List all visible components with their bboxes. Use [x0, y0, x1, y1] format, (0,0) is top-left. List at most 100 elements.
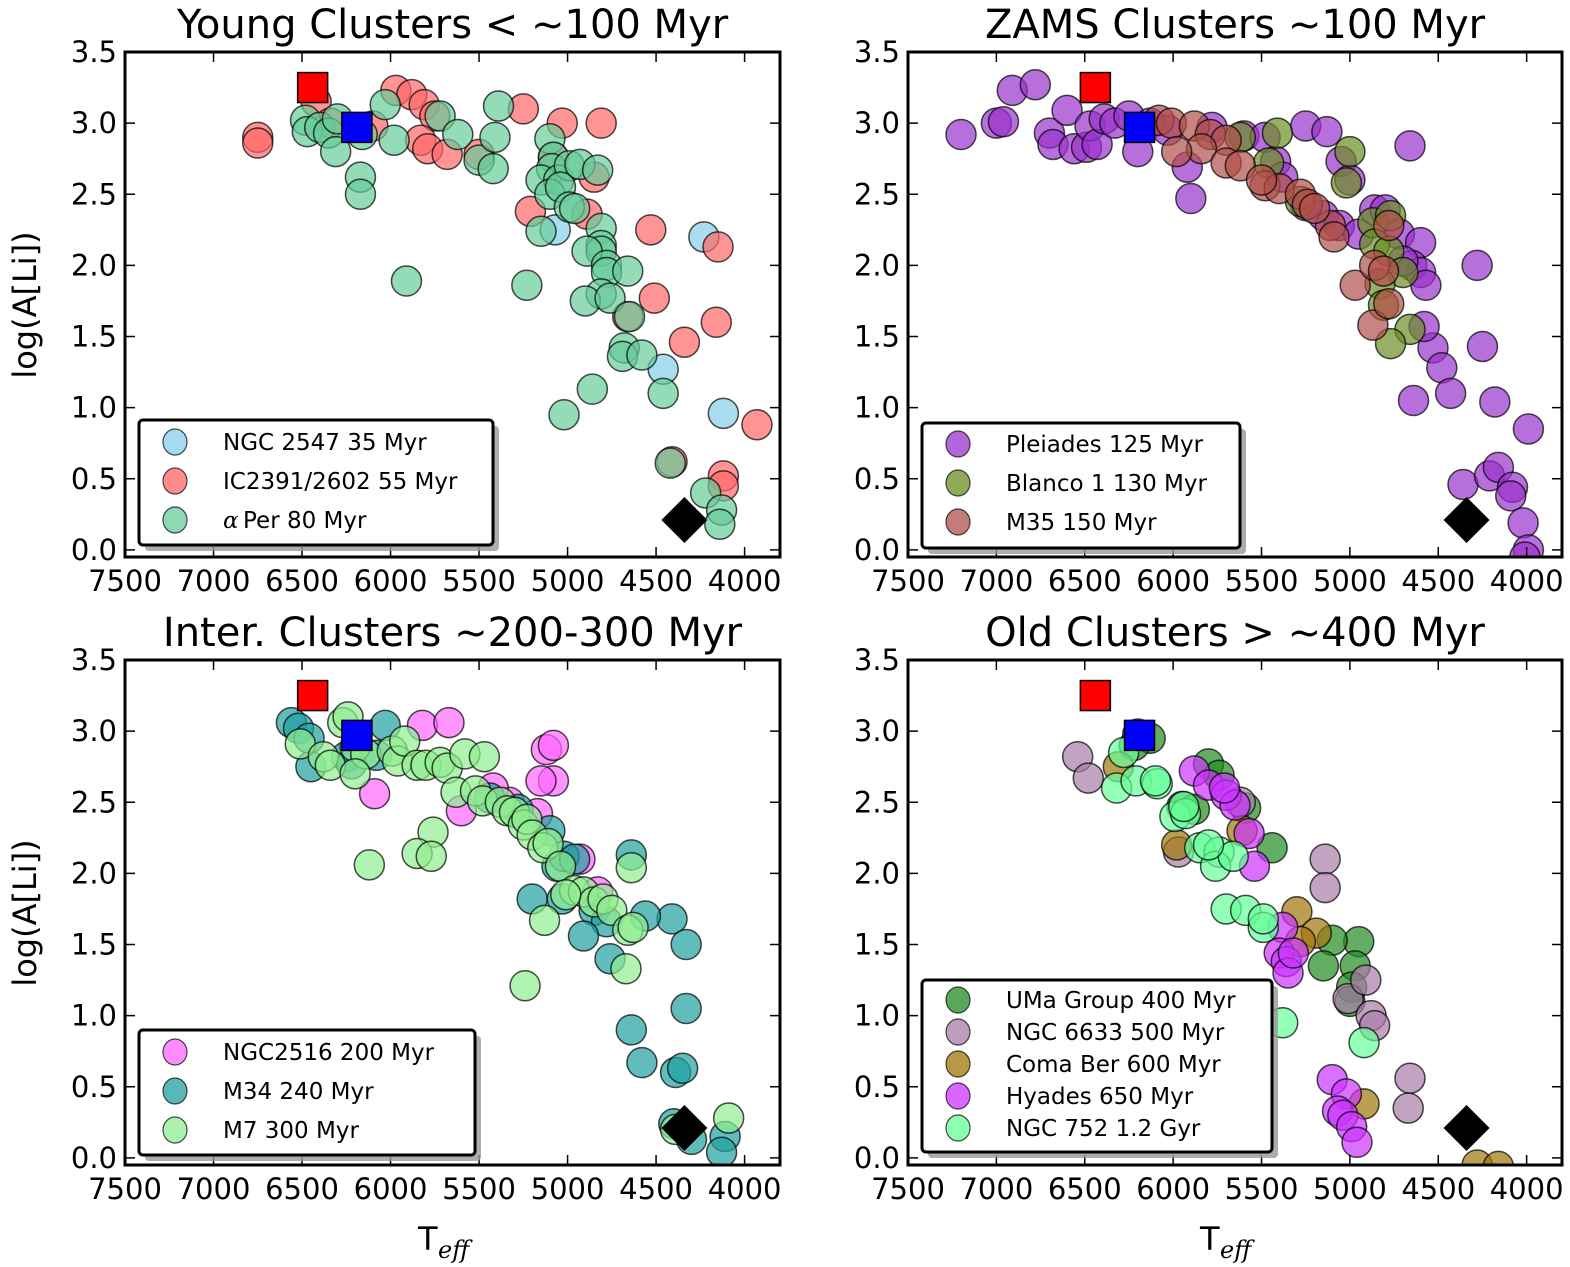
y-tick-label: 1.5 — [854, 928, 900, 962]
legend-marker — [162, 428, 188, 456]
data-point — [1051, 94, 1083, 127]
data-point — [1392, 1092, 1424, 1124]
blue-square-marker — [1123, 111, 1156, 144]
x-tick-label: 7500 — [871, 1172, 945, 1206]
data-point — [369, 88, 401, 121]
y-tick-label: 3.5 — [854, 643, 900, 677]
x-tick-label: 7000 — [959, 564, 1033, 598]
legend-box — [920, 421, 1242, 550]
legend-label: NGC 752 1.2 Gyr — [1006, 1116, 1201, 1142]
data-point — [581, 154, 614, 186]
legend-marker — [945, 508, 971, 536]
data-point — [525, 215, 557, 247]
series — [1100, 736, 1380, 1059]
data-point — [390, 265, 423, 297]
data-point — [1447, 468, 1479, 501]
data-point — [1307, 950, 1340, 982]
data-point — [1373, 288, 1405, 320]
x-tick-label: 5000 — [531, 1172, 605, 1206]
legend-marker — [945, 1114, 971, 1142]
data-point — [626, 339, 658, 371]
data-point — [319, 135, 352, 168]
data-point — [1367, 255, 1400, 287]
blue-square-marker — [341, 111, 373, 144]
legend-item: UMa Group 400 Myr — [945, 986, 1236, 1014]
data-point — [1309, 843, 1341, 875]
chart-title: Old Clusters > ~400 Myr — [985, 610, 1485, 656]
data-point — [615, 1014, 648, 1046]
data-point — [1298, 192, 1331, 225]
legend-label: M7 300 Myr — [223, 1118, 359, 1144]
legend-box — [137, 418, 495, 547]
data-point — [647, 377, 679, 410]
data-point — [558, 192, 591, 225]
legend-label: M35 150 Myr — [1006, 510, 1157, 536]
chart-title: Young Clusters < ~100 Myr — [176, 2, 729, 48]
data-point — [1357, 309, 1389, 341]
data-point — [528, 904, 561, 937]
legend-item: M7 300 Myr — [162, 1116, 359, 1144]
data-point — [1466, 330, 1499, 363]
y-tick-label: 3.5 — [854, 35, 900, 69]
y-tick-label: 2.5 — [854, 177, 900, 211]
y-tick-label: 0.0 — [71, 1141, 117, 1175]
y-tick-label: 3.0 — [854, 714, 900, 748]
x-tick-label: 4000 — [708, 1172, 782, 1206]
y-axis-label-top: log(A[Li]) — [6, 231, 44, 378]
data-point — [415, 840, 448, 873]
data-point — [945, 118, 977, 151]
plot-frame — [906, 50, 1564, 559]
legend: UMa Group 400 Myr NGC 6633 500 Myr Coma Be… — [920, 978, 1278, 1158]
data-point — [1461, 249, 1493, 282]
x-tick-label: 5500 — [1225, 564, 1299, 598]
data-point — [576, 373, 609, 405]
series — [1122, 718, 1373, 1158]
data-point — [567, 920, 600, 952]
x-tick-label: 5000 — [1313, 564, 1387, 598]
x-tick-label: 4000 — [1490, 1172, 1564, 1206]
plot-frame — [906, 658, 1564, 1167]
y-tick-label: 0.0 — [71, 533, 117, 567]
black-diamond-marker — [1443, 1105, 1490, 1152]
data-point — [1334, 135, 1366, 168]
legend-marker — [162, 506, 188, 534]
data-point — [1277, 937, 1310, 969]
plot-frame — [123, 50, 782, 559]
data-layer — [242, 71, 773, 544]
y-tick-label: 1.0 — [71, 999, 117, 1033]
data-point — [1479, 386, 1511, 418]
y-tick-label: 1.5 — [71, 320, 117, 354]
x-tick-label: 5500 — [442, 1172, 516, 1206]
x-tick-label: 6500 — [265, 1172, 339, 1206]
x-tick-label: 6000 — [354, 1172, 428, 1206]
y-tick-label: 3.0 — [71, 714, 117, 748]
data-point — [712, 1102, 745, 1134]
y-tick-label: 2.0 — [71, 856, 117, 890]
y-tick-label: 2.5 — [71, 177, 117, 211]
x-tick-label: 6000 — [1136, 1172, 1210, 1206]
legend-item: IC2391/2602 55 Myr — [162, 467, 458, 495]
x-tick-label: 7000 — [177, 564, 251, 598]
x-tick-label: 6000 — [1136, 564, 1210, 598]
x-tick-label: 6500 — [1048, 1172, 1122, 1206]
x-tick-label: 5500 — [1225, 1172, 1299, 1206]
legend-label: Per 80 Myr — [243, 508, 367, 534]
y-tick-label: 2.0 — [854, 856, 900, 890]
x-tick-label: 7500 — [88, 1172, 162, 1206]
legend-item: M35 150 Myr — [945, 508, 1157, 536]
legend-label: Coma Ber 600 Myr — [1006, 1052, 1221, 1078]
data-point — [626, 1046, 658, 1079]
x-tick-label: 6500 — [265, 564, 339, 598]
legend-label: Hyades 650 Myr — [1006, 1084, 1194, 1110]
plot-frame — [123, 658, 782, 1167]
chart-panel: Inter. Clusters ~200-300 Myr 7500 7000 6500… — [71, 610, 782, 1206]
y-tick-label: 3.5 — [71, 35, 117, 69]
data-point — [548, 398, 580, 431]
legend-item: NGC 6633 500 Myr — [945, 1018, 1225, 1046]
x-tick-label: 7000 — [177, 1172, 251, 1206]
legend-item: M34 240 Myr — [162, 1077, 374, 1105]
legend-marker — [945, 430, 971, 458]
data-point — [615, 851, 648, 884]
data-point — [1139, 765, 1172, 797]
